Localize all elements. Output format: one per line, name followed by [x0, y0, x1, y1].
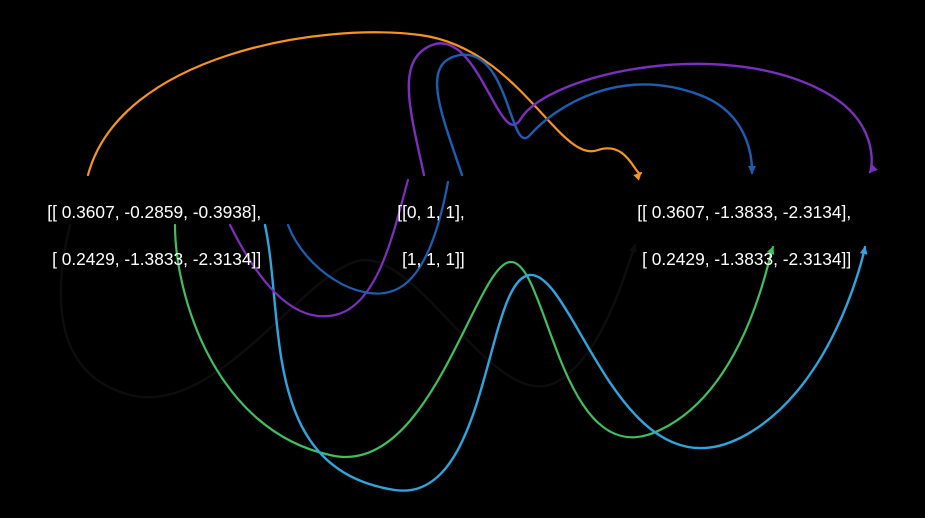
diagram-canvas: [[ 0.3607, -0.2859, -0.3938], [ 0.2429, …: [0, 0, 925, 518]
arrow-blue-top: [437, 55, 752, 175]
matrix-center: [[0, 1, 1], [1, 1, 1]]: [378, 178, 465, 295]
matrix-center-row1: [[0, 1, 1],: [397, 202, 464, 222]
matrix-right-row2: [ 0.2429, -1.3833, -2.3134]]: [637, 249, 851, 269]
arrow-purple-top: [409, 43, 872, 175]
matrix-left-row2: [ 0.2429, -1.3833, -2.3134]]: [47, 249, 261, 269]
matrix-left-row1: [[ 0.3607, -0.2859, -0.3938],: [47, 202, 261, 222]
matrix-center-row2: [1, 1, 1]]: [397, 249, 464, 269]
arrow-orange-top: [88, 32, 641, 175]
matrix-right-row1: [[ 0.3607, -1.3833, -2.3134],: [637, 202, 851, 222]
matrix-right: [[ 0.3607, -1.3833, -2.3134], [ 0.2429, …: [618, 178, 851, 295]
matrix-left: [[ 0.3607, -0.2859, -0.3938], [ 0.2429, …: [28, 178, 261, 295]
